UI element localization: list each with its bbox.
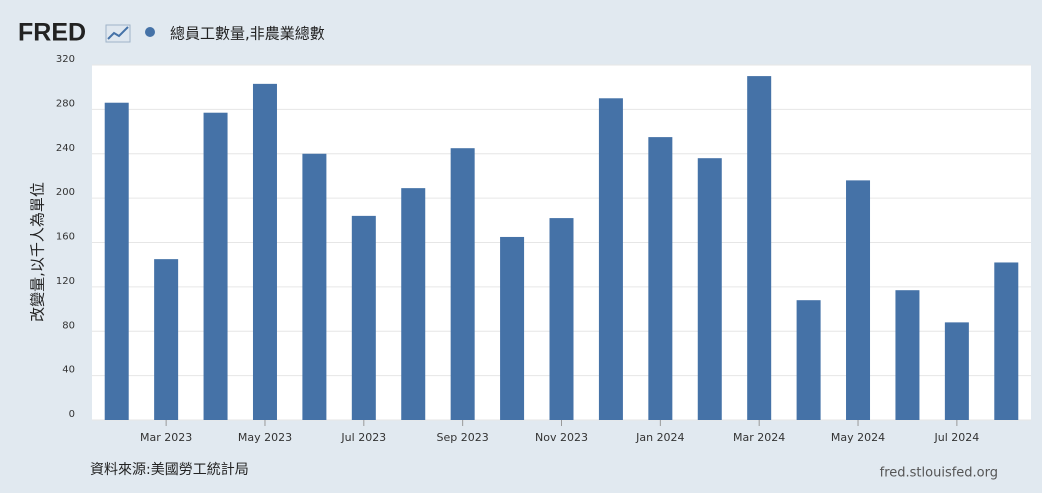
bar: [648, 137, 673, 420]
y-tick-label: 160: [56, 232, 75, 243]
bar: [302, 153, 327, 420]
y-tick-label: 320: [56, 54, 75, 65]
x-tick-label: Mar 2024: [733, 431, 785, 444]
bar: [747, 76, 772, 420]
x-tick-label: Sep 2023: [437, 431, 489, 444]
y-tick-label: 40: [62, 365, 75, 376]
bar: [944, 322, 969, 420]
x-tick-label: May 2023: [238, 431, 292, 444]
bar: [450, 148, 475, 420]
bar: [104, 102, 129, 420]
bar: [549, 218, 574, 420]
bar: [252, 83, 277, 420]
y-axis-label: 改變量,以千人為單位: [29, 182, 47, 322]
bar: [994, 262, 1019, 420]
x-tick-label: Jul 2023: [340, 431, 386, 444]
chart-title: 總員工數量,非農業總數: [170, 25, 325, 43]
bar: [846, 180, 871, 420]
x-tick-label: May 2024: [831, 431, 885, 444]
y-tick-label: 0: [69, 409, 75, 420]
bar: [351, 215, 376, 420]
bar: [895, 290, 920, 420]
logo: FRED: [18, 19, 86, 47]
x-tick-label: Jan 2024: [635, 431, 684, 444]
bar: [796, 300, 821, 420]
y-tick-label: 120: [56, 276, 75, 287]
x-tick-label: Mar 2023: [140, 431, 192, 444]
bar: [598, 98, 623, 420]
bar: [500, 236, 525, 420]
y-tick-label: 280: [56, 98, 75, 109]
x-tick-label: Jul 2024: [933, 431, 979, 444]
bar: [203, 112, 228, 420]
legend-dot: [145, 27, 155, 37]
logo-icon: [105, 24, 131, 43]
y-tick-label: 80: [62, 320, 75, 331]
credit: fred.stlouisfed.org: [880, 466, 998, 481]
bar: [697, 158, 722, 420]
y-tick-label: 240: [56, 143, 75, 154]
bar: [154, 259, 179, 420]
source: 資料來源:美國勞工統計局: [90, 462, 249, 478]
x-tick-label: Nov 2023: [535, 431, 588, 444]
bar: [401, 188, 426, 420]
y-tick-label: 200: [56, 187, 75, 198]
